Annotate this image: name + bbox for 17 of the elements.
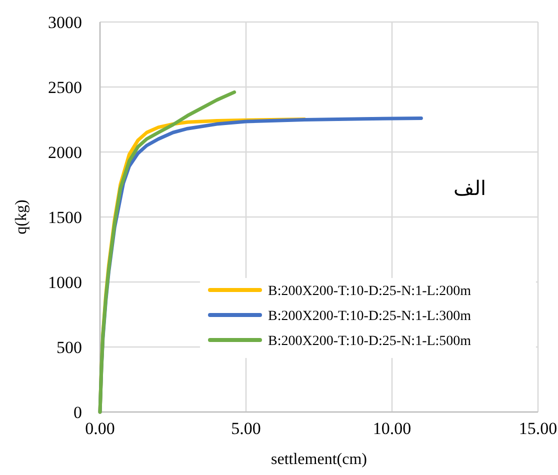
y-tick-label: 0 [74, 403, 82, 422]
x-axis-title: settlement(cm) [271, 451, 367, 468]
legend-label: B:200X200-T:10-D:25-N:1-L:500m [268, 334, 472, 349]
y-tick-label: 2500 [48, 78, 82, 97]
y-tick-label: 3000 [48, 13, 82, 32]
legend-label: B:200X200-T:10-D:25-N:1-L:300m [268, 309, 472, 324]
x-tick-label: 5.00 [231, 419, 261, 438]
y-tick-label: 1000 [48, 273, 82, 292]
annotation: الف [454, 178, 486, 200]
x-tick-label: 0.00 [85, 419, 115, 438]
y-tick-label: 1500 [48, 208, 82, 227]
x-tick-label: 10.00 [372, 419, 412, 438]
y-tick-label: 500 [56, 338, 82, 357]
legend-label: B:200X200-T:10-D:25-N:1-L:200m [268, 284, 472, 299]
y-axis-title: q(kg) [13, 200, 30, 234]
y-tick-label: 2000 [48, 143, 82, 162]
x-tick-label: 15.00 [518, 419, 558, 438]
